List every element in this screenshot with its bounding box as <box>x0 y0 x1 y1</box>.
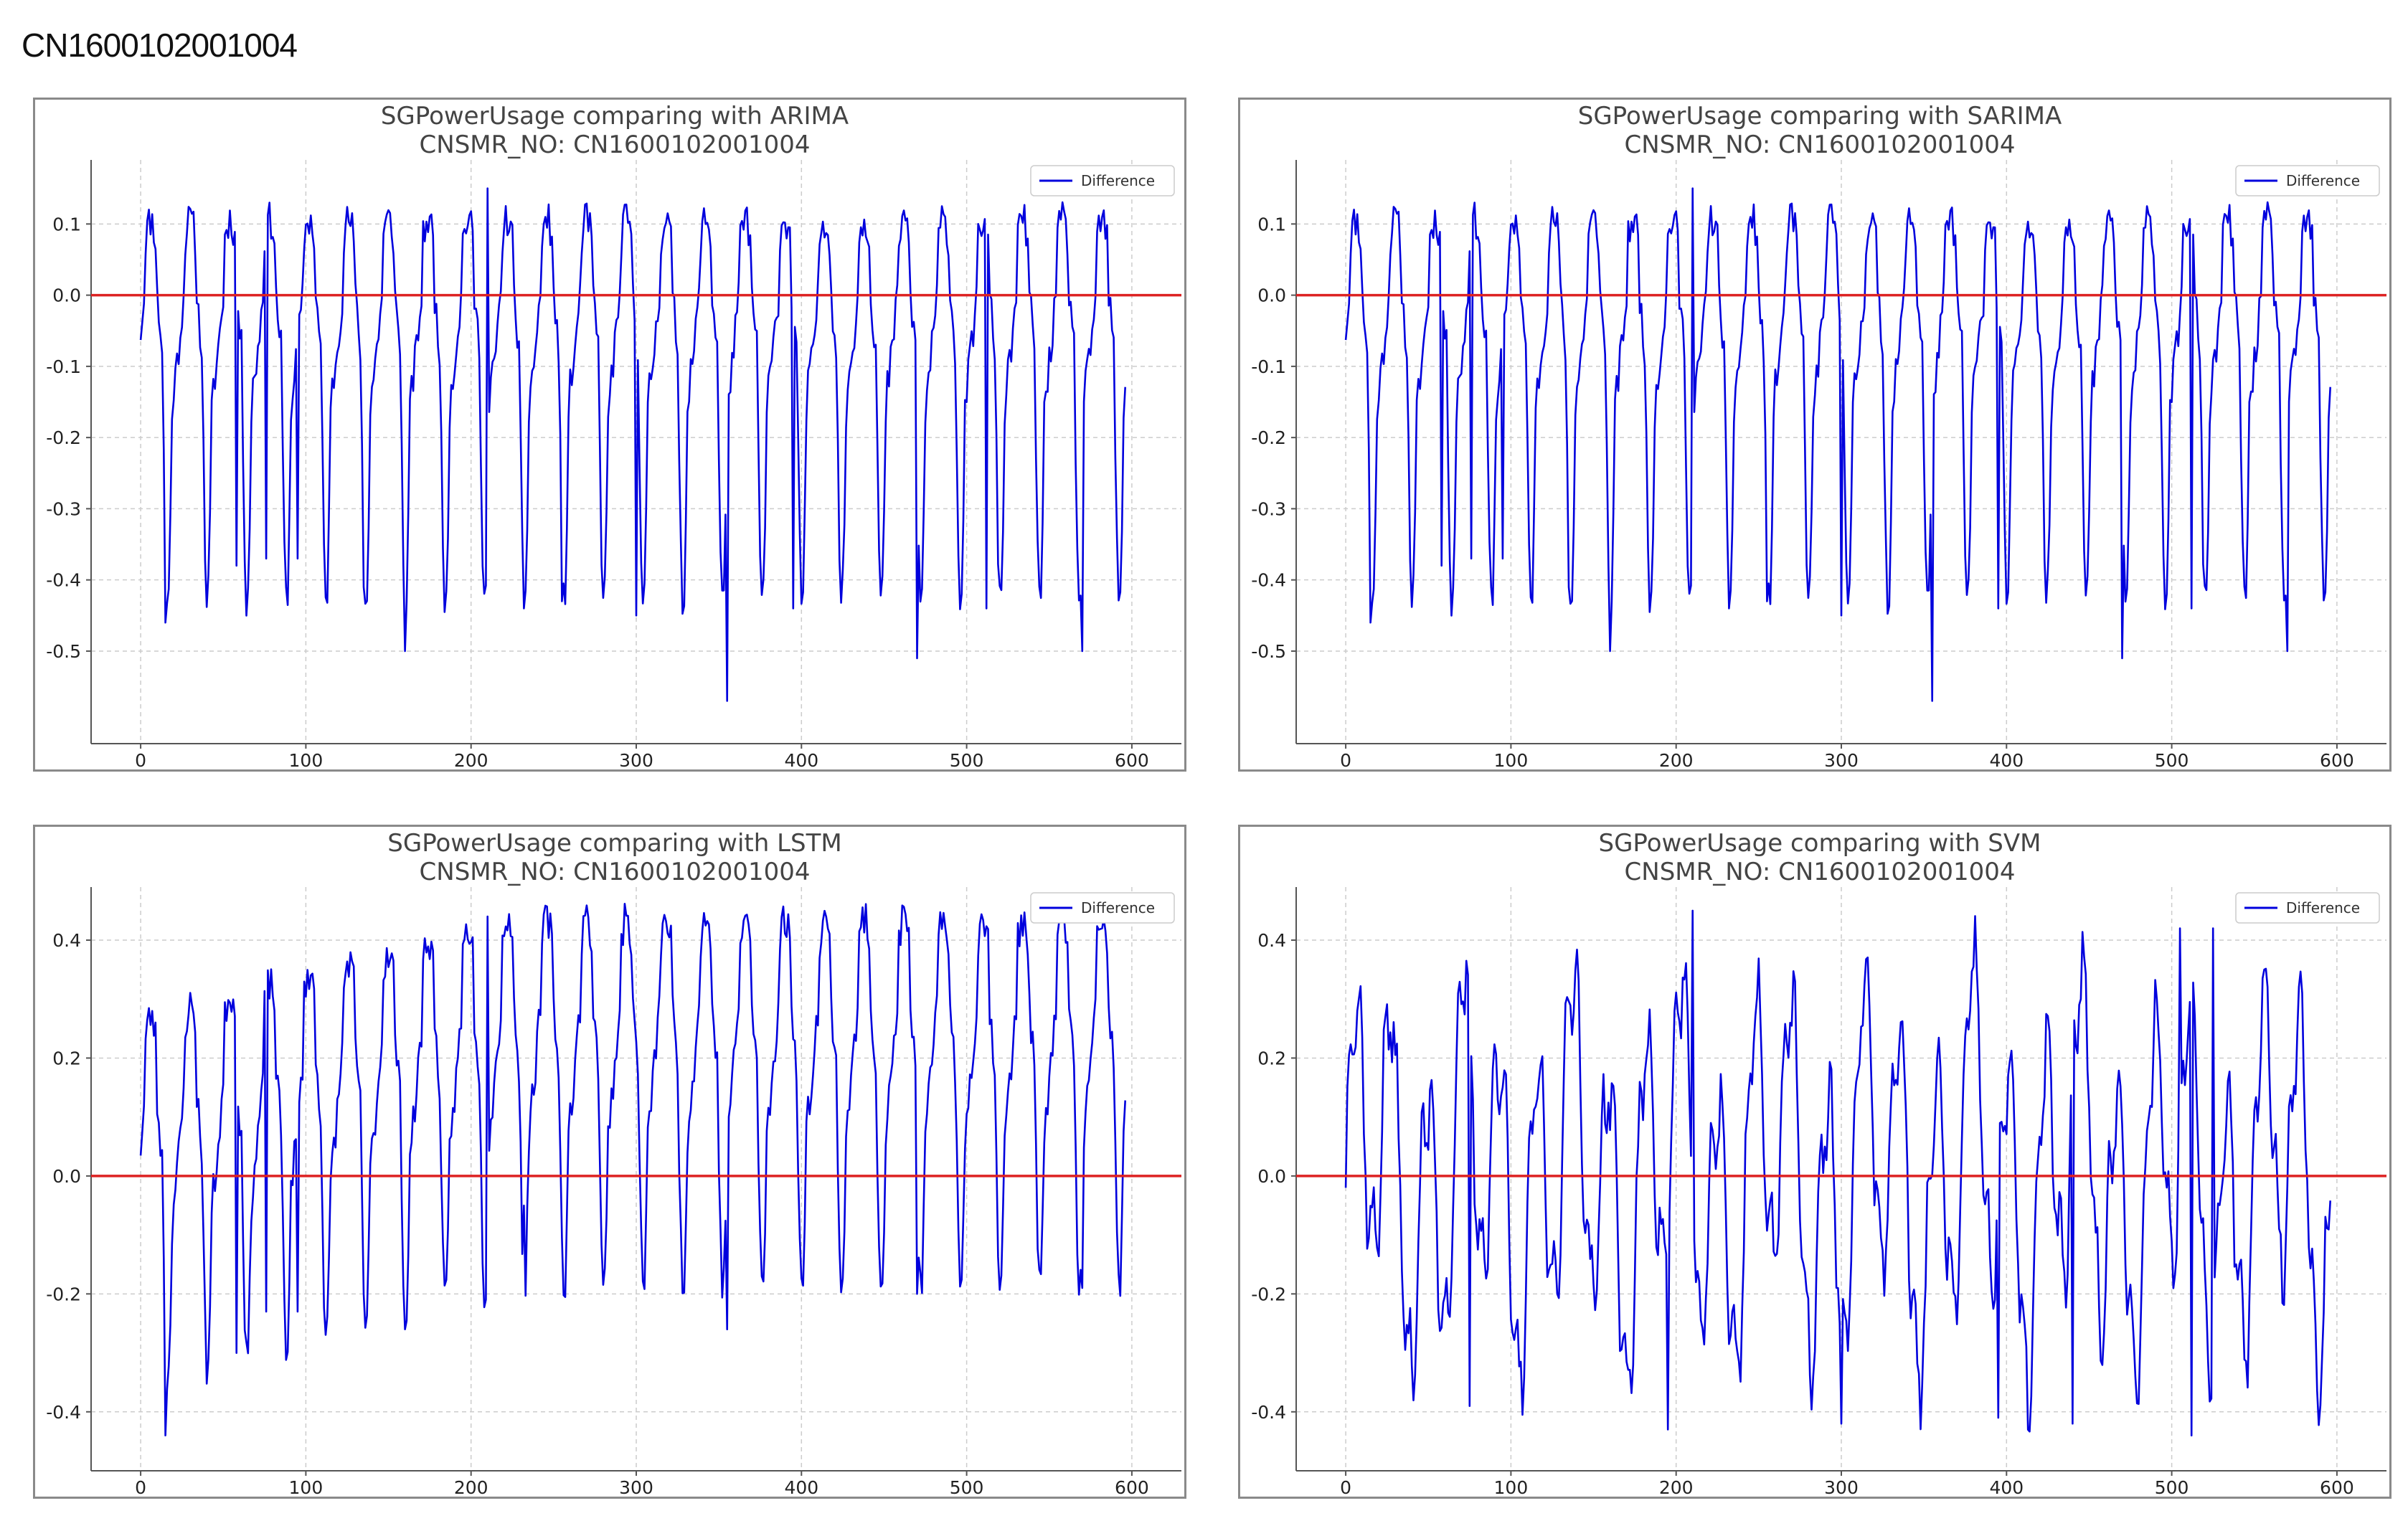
legend-label: Difference <box>2286 899 2360 916</box>
y-tick-label: -0.2 <box>46 427 81 448</box>
chart-arima: SGPowerUsage comparing with ARIMACNSMR_N… <box>46 102 1181 769</box>
x-tick-label: 300 <box>619 1477 653 1497</box>
y-tick-label: -0.3 <box>1251 498 1286 519</box>
chart-title: SGPowerUsage comparing with ARIMA <box>381 102 849 131</box>
legend-label: Difference <box>2286 172 2360 189</box>
x-tick-label: 100 <box>1494 750 1529 769</box>
y-tick-label: 0.4 <box>52 930 81 951</box>
x-tick-label: 300 <box>1824 750 1859 769</box>
x-tick-label: 600 <box>1115 750 1149 769</box>
x-tick-label: 300 <box>619 750 653 769</box>
y-tick-label: -0.4 <box>1251 570 1286 591</box>
y-tick-label: 0.0 <box>52 285 81 306</box>
x-tick-label: 0 <box>135 750 146 769</box>
legend: Difference <box>1030 892 1175 924</box>
y-tick-label: -0.5 <box>46 641 81 662</box>
y-tick-label: 0.1 <box>52 214 81 234</box>
y-tick-label: 0.4 <box>1257 930 1286 951</box>
y-tick-label: -0.2 <box>46 1284 81 1304</box>
page-heading: CN1600102001004 <box>22 27 298 64</box>
x-tick-label: 100 <box>1494 1477 1529 1497</box>
y-tick-label: -0.3 <box>46 498 81 519</box>
chart-panel-svm: SGPowerUsage comparing with SVM CNSMR_NO:… <box>1238 825 2392 1499</box>
x-tick-label: 600 <box>2320 1477 2354 1497</box>
x-tick-label: 0 <box>135 1477 146 1497</box>
legend-label: Difference <box>1081 899 1155 916</box>
legend-box <box>2235 892 2380 924</box>
chart-title: SGPowerUsage comparing with SVM <box>1599 829 2041 858</box>
x-tick-label: 200 <box>1659 1477 1694 1497</box>
y-tick-label: -0.2 <box>1251 1284 1286 1304</box>
x-tick-label: 200 <box>454 750 488 769</box>
chart-subtitle: CNSMR_NO: CN1600102001004 <box>1625 858 2016 886</box>
series-line-difference <box>1344 909 2331 1436</box>
series-line-difference <box>139 187 1126 702</box>
chart-title: SGPowerUsage comparing with SARIMA <box>1578 102 2062 131</box>
chart-panel-lstm: SGPowerUsage comparing with LSTM CNSMR_NO… <box>33 825 1186 1499</box>
y-tick-label: 0.1 <box>1257 214 1286 234</box>
y-tick-label: -0.1 <box>1251 356 1286 377</box>
x-tick-label: 100 <box>289 1477 324 1497</box>
y-tick-label: -0.2 <box>1251 427 1286 448</box>
chart-title: SGPowerUsage comparing with LSTM <box>387 829 841 858</box>
y-tick-label: -0.1 <box>46 356 81 377</box>
legend-box <box>2235 165 2380 196</box>
chart-lstm: SGPowerUsage comparing with LSTMCNSMR_NO… <box>46 829 1181 1497</box>
x-tick-label: 500 <box>2155 1477 2189 1497</box>
legend: Difference <box>2235 165 2380 196</box>
x-tick-label: 400 <box>784 1477 818 1497</box>
y-tick-label: 0.0 <box>1257 1166 1286 1187</box>
y-tick-label: 0.2 <box>1257 1048 1286 1068</box>
y-tick-label: 0.0 <box>52 1166 81 1187</box>
y-tick-label: 0.0 <box>1257 285 1286 306</box>
y-tick-label: 0.2 <box>52 1048 81 1068</box>
x-tick-label: 0 <box>1340 1477 1351 1497</box>
x-tick-label: 600 <box>1115 1477 1149 1497</box>
x-tick-label: 500 <box>2155 750 2189 769</box>
y-tick-label: -0.4 <box>46 1402 81 1423</box>
chart-svm: SGPowerUsage comparing with SVMCNSMR_NO:… <box>1251 829 2386 1497</box>
series-line-difference <box>139 903 1126 1436</box>
x-tick-label: 400 <box>1989 1477 2024 1497</box>
chart-sarima: SGPowerUsage comparing with SARIMACNSMR_… <box>1251 102 2386 769</box>
y-tick-label: -0.4 <box>1251 1402 1286 1423</box>
legend: Difference <box>1030 165 1175 196</box>
x-tick-label: 100 <box>289 750 324 769</box>
x-tick-label: 500 <box>950 750 984 769</box>
x-tick-label: 200 <box>454 1477 488 1497</box>
legend-box <box>1030 165 1175 196</box>
chart-subtitle: CNSMR_NO: CN1600102001004 <box>420 858 811 886</box>
x-tick-label: 400 <box>784 750 818 769</box>
legend-box <box>1030 892 1175 924</box>
x-tick-label: 300 <box>1824 1477 1859 1497</box>
x-tick-label: 200 <box>1659 750 1694 769</box>
x-tick-label: 500 <box>950 1477 984 1497</box>
y-tick-label: -0.5 <box>1251 641 1286 662</box>
chart-panel-arima: SGPowerUsage comparing with ARIMA CNSMR_N… <box>33 98 1186 772</box>
y-tick-label: -0.4 <box>46 570 81 591</box>
x-tick-label: 0 <box>1340 750 1351 769</box>
chart-subtitle: CNSMR_NO: CN1600102001004 <box>1625 131 2016 159</box>
x-tick-label: 600 <box>2320 750 2354 769</box>
legend-label: Difference <box>1081 172 1155 189</box>
chart-panel-sarima: SGPowerUsage comparing with SARIMA CNSMR_… <box>1238 98 2392 772</box>
series-line-difference <box>1344 187 2331 702</box>
chart-subtitle: CNSMR_NO: CN1600102001004 <box>420 131 811 159</box>
x-tick-label: 400 <box>1989 750 2024 769</box>
legend: Difference <box>2235 892 2380 924</box>
